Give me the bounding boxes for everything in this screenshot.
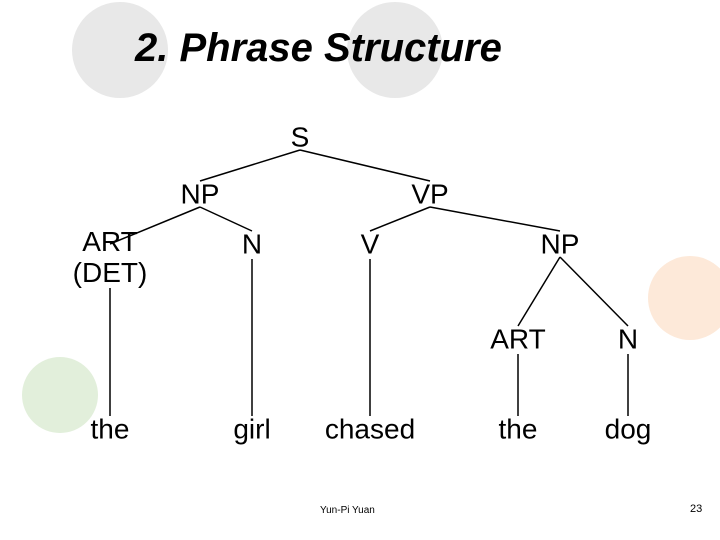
tree-node-the1: the xyxy=(91,415,130,446)
decor-circle xyxy=(22,357,98,433)
tree-node-art1: ART(DET) xyxy=(73,227,148,289)
tree-node-vp: VP xyxy=(411,180,448,211)
tree-node-art2: ART xyxy=(490,325,546,356)
slide-title: 2. Phrase Structure xyxy=(135,26,502,71)
page-number: 23 xyxy=(690,503,702,515)
tree-node-dog: dog xyxy=(605,415,652,446)
tree-node-np1: NP xyxy=(181,180,220,211)
tree-node-girl: girl xyxy=(233,415,270,446)
tree-node-n1: N xyxy=(242,230,262,261)
tree-node-the2: the xyxy=(499,415,538,446)
tree-node-n2: N xyxy=(618,325,638,356)
tree-node-s: S xyxy=(291,123,310,154)
tree-node-v: V xyxy=(361,230,380,261)
tree-node-np2: NP xyxy=(541,230,580,261)
footer-author: Yun-Pi Yuan xyxy=(320,505,375,516)
decor-circle xyxy=(648,256,720,340)
tree-node-chased: chased xyxy=(325,415,415,446)
